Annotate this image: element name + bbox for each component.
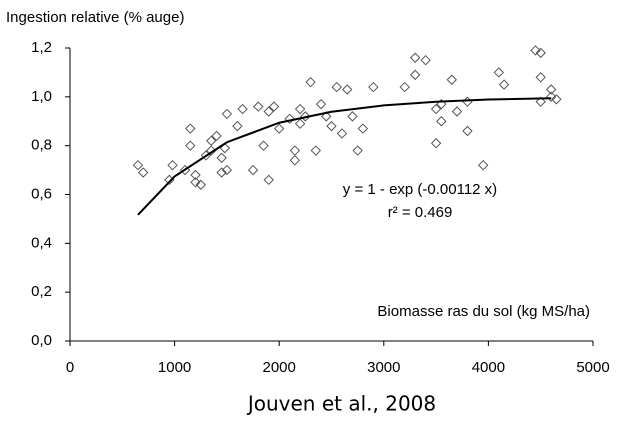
x-tick-label: 4000 <box>472 359 505 376</box>
y-tick-label: 0,6 <box>31 185 52 202</box>
point <box>436 116 447 127</box>
y-tick-label: 1,0 <box>31 88 52 105</box>
x-tick-label: 5000 <box>576 359 609 376</box>
y-tick-label: 1,2 <box>31 39 52 56</box>
point <box>409 69 421 81</box>
x-tick-label: 0 <box>66 359 74 376</box>
point <box>420 55 431 66</box>
point <box>206 145 217 156</box>
point <box>551 94 562 105</box>
point <box>321 111 332 122</box>
point <box>294 103 306 115</box>
point <box>258 140 269 151</box>
fit-line <box>137 97 552 216</box>
point <box>352 145 363 156</box>
point <box>211 130 222 142</box>
point <box>451 106 463 117</box>
point <box>357 123 369 134</box>
point <box>368 81 379 93</box>
point <box>545 91 557 103</box>
equation: y = 1 - exp (-0.00112 x) <box>343 181 497 198</box>
point <box>190 169 201 181</box>
point <box>446 74 457 85</box>
point <box>347 111 358 122</box>
point <box>206 135 217 146</box>
point <box>462 125 473 137</box>
point <box>331 81 342 93</box>
point <box>493 67 505 78</box>
y-axis-title: Ingestion relative (% auge) <box>6 9 184 26</box>
point <box>498 79 510 90</box>
y-tick-label: 0,2 <box>31 283 52 300</box>
point <box>195 179 206 190</box>
point <box>221 108 233 120</box>
point <box>247 164 259 176</box>
x-axis-title: Biomasse ras du sol (kg MS/ha) <box>377 303 590 320</box>
y-tick-label: 0,8 <box>31 137 52 154</box>
y-tick-label: 0,4 <box>31 234 52 251</box>
point <box>300 111 311 122</box>
point <box>462 96 473 107</box>
point <box>477 159 489 171</box>
caption: Jouven et al., 2008 <box>246 392 436 416</box>
point <box>436 98 447 110</box>
point <box>326 120 337 132</box>
r-squared: r² = 0.469 <box>388 204 453 221</box>
point <box>263 106 274 117</box>
x-tick-label: 3000 <box>367 359 400 376</box>
y-tick-label: 0,0 <box>31 332 52 349</box>
point <box>409 52 421 63</box>
point <box>232 120 243 132</box>
point <box>132 159 144 171</box>
point <box>138 167 149 178</box>
point <box>535 47 546 59</box>
point <box>399 81 410 93</box>
point <box>253 101 264 112</box>
point <box>284 113 295 125</box>
point <box>216 152 227 164</box>
point <box>430 103 442 115</box>
point <box>289 155 301 166</box>
point <box>268 101 280 112</box>
point <box>315 98 327 110</box>
point <box>535 72 546 83</box>
point <box>545 84 557 95</box>
point <box>167 159 178 171</box>
point <box>305 76 316 88</box>
point <box>336 128 348 139</box>
point <box>273 123 285 134</box>
x-tick-label: 1000 <box>158 359 191 376</box>
point <box>263 174 274 186</box>
point <box>190 177 201 188</box>
point <box>530 45 541 56</box>
point <box>430 138 442 149</box>
point <box>341 84 353 95</box>
point <box>185 140 196 151</box>
point <box>535 96 546 107</box>
point <box>185 123 196 134</box>
point <box>216 167 227 178</box>
x-tick-label: 2000 <box>263 359 296 376</box>
point <box>237 103 248 115</box>
point <box>294 118 306 129</box>
point <box>221 164 233 176</box>
point <box>310 145 322 156</box>
point <box>289 145 301 156</box>
